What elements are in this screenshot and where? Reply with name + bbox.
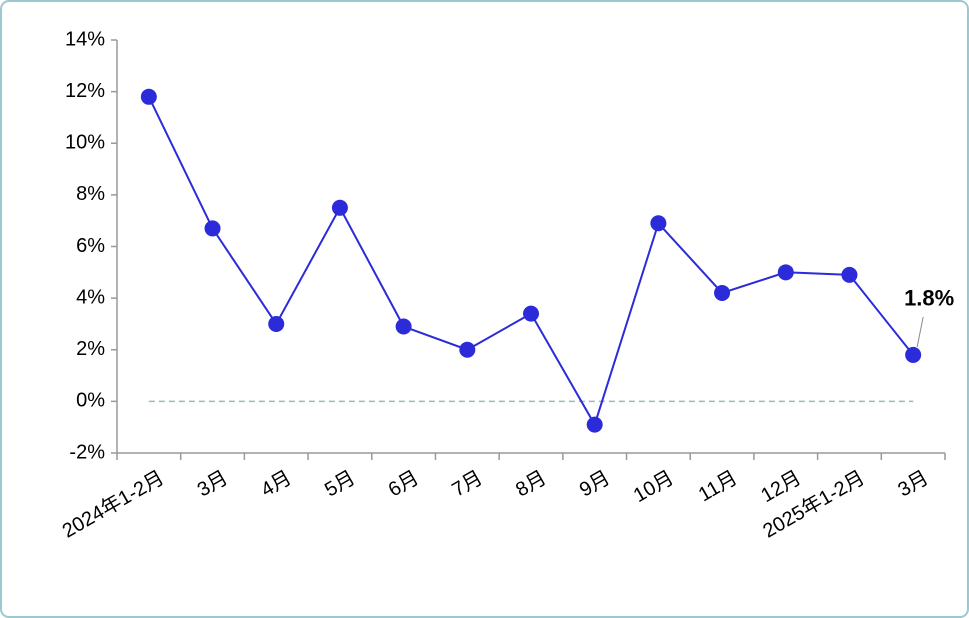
marker xyxy=(459,341,476,358)
y-tick-label: 4% xyxy=(76,286,105,308)
marker xyxy=(268,315,285,332)
marker xyxy=(523,305,539,322)
marker xyxy=(140,88,157,105)
marker xyxy=(777,264,794,281)
marker xyxy=(586,416,603,433)
y-tick-label: 0% xyxy=(76,390,105,412)
y-tick-label: 2% xyxy=(76,338,105,360)
label-leader xyxy=(916,316,924,348)
y-tick-label: 12% xyxy=(65,80,105,102)
y-tick-label: 10% xyxy=(65,132,105,154)
marker xyxy=(395,318,412,335)
marker xyxy=(650,215,667,232)
marker xyxy=(331,199,348,216)
marker xyxy=(714,284,731,301)
marker xyxy=(841,266,858,283)
data-label: 1.8% xyxy=(904,286,954,311)
y-tick-label: -2% xyxy=(69,441,105,463)
y-tick-label: 14% xyxy=(65,28,105,50)
y-tick-label: 8% xyxy=(76,183,105,205)
marker xyxy=(204,220,221,237)
marker xyxy=(905,346,922,363)
y-tick-label: 6% xyxy=(76,235,105,257)
